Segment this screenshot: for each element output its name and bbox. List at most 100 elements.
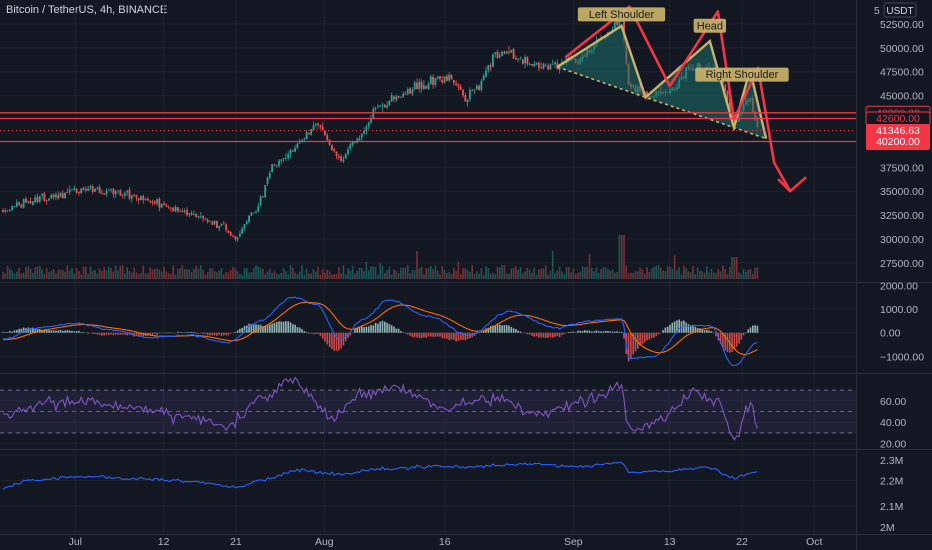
macd-histogram-bar xyxy=(683,320,685,333)
candle-body xyxy=(726,91,729,100)
volume-bar xyxy=(174,274,177,279)
candle-body xyxy=(91,186,94,193)
obv-tick-label: 2M xyxy=(880,522,895,534)
volume-bar xyxy=(367,270,370,279)
macd-histogram-bar xyxy=(29,328,32,333)
candle-body xyxy=(98,187,101,194)
volume-bar xyxy=(427,268,430,279)
volume-bar xyxy=(611,269,614,279)
candle xyxy=(222,221,225,225)
macd-histogram-bar xyxy=(623,332,625,339)
pattern-label: Head xyxy=(693,18,727,33)
price-tick-label: 27500.00 xyxy=(880,258,924,270)
candle xyxy=(326,133,329,142)
candle xyxy=(349,142,352,151)
macd-histogram-bar xyxy=(653,332,655,338)
candle-body xyxy=(197,216,200,217)
candle xyxy=(158,197,161,212)
candle xyxy=(232,233,234,237)
volume-bar xyxy=(646,267,648,279)
macd-histogram-bar xyxy=(241,327,243,333)
candle xyxy=(317,122,319,130)
macd-histogram-bar xyxy=(4,332,7,333)
volume-bar xyxy=(434,265,437,279)
volume-bar xyxy=(324,272,326,279)
macd-histogram-bar xyxy=(137,332,140,337)
volume-bar xyxy=(602,266,605,279)
macd-histogram-bar xyxy=(271,323,273,333)
candle xyxy=(280,158,283,165)
candle xyxy=(328,139,331,147)
macd-histogram-bar xyxy=(712,332,715,334)
volume-bar xyxy=(160,271,163,279)
candle xyxy=(128,187,131,201)
volume-bar xyxy=(183,269,186,279)
candle-body xyxy=(485,70,487,77)
candle xyxy=(473,88,476,94)
macd-histogram-bar xyxy=(733,332,736,350)
candle xyxy=(206,218,209,224)
candle xyxy=(478,84,480,91)
volume-bar xyxy=(301,265,303,279)
volume-bar xyxy=(393,269,395,279)
candle-body xyxy=(202,216,204,219)
candle-body xyxy=(533,63,536,67)
candle-body xyxy=(301,139,303,142)
price-tick-label: 30000.00 xyxy=(880,234,924,246)
candle xyxy=(149,200,152,204)
candle xyxy=(114,190,117,198)
macd-histogram-bar xyxy=(36,329,39,333)
candle xyxy=(84,186,87,193)
candle-body xyxy=(248,215,250,222)
volume-bar xyxy=(459,274,462,279)
volume-bar xyxy=(4,273,7,279)
candle-body xyxy=(236,237,239,240)
macd-histogram-bar xyxy=(448,332,450,341)
macd-histogram-bar xyxy=(614,331,616,333)
macd-histogram-bar xyxy=(512,328,515,333)
candle-body xyxy=(531,63,533,66)
candle-body xyxy=(227,230,230,233)
macd-histogram-bar xyxy=(66,330,69,333)
price-tick-label: 47500.00 xyxy=(880,67,924,79)
volume-bar xyxy=(243,267,246,279)
volume-bar xyxy=(540,268,542,279)
volume-bar xyxy=(482,274,485,279)
candle-body xyxy=(328,139,331,145)
volume-bar xyxy=(650,268,653,279)
candle xyxy=(6,210,9,212)
candle-body xyxy=(153,201,156,204)
volume-bar xyxy=(22,272,25,279)
macd-histogram-bar xyxy=(706,329,708,333)
volume-bar xyxy=(462,267,464,279)
candle-body xyxy=(82,187,85,190)
candle xyxy=(544,63,547,67)
candle xyxy=(367,121,370,130)
macd-histogram-bar xyxy=(18,328,20,333)
candle-body xyxy=(434,78,437,85)
volume-bar xyxy=(340,273,342,279)
candle-body xyxy=(232,235,234,237)
candle-body xyxy=(18,202,20,206)
volume-bar xyxy=(717,269,720,279)
volume-bar xyxy=(225,271,227,279)
macd-histogram-bar xyxy=(41,329,43,333)
volume-bar xyxy=(476,271,478,279)
volume-bar xyxy=(390,274,393,279)
candle-body xyxy=(480,80,483,90)
volume-bar xyxy=(683,265,685,279)
macd-histogram-bar xyxy=(112,332,115,336)
candle xyxy=(126,189,129,197)
candle-body xyxy=(303,139,306,141)
candle-body xyxy=(551,64,554,65)
volume-bar xyxy=(533,267,536,279)
candle-body xyxy=(464,95,467,102)
candle xyxy=(383,103,386,108)
candle xyxy=(457,82,460,91)
volume-bar xyxy=(508,273,510,279)
volume-bar xyxy=(363,271,365,279)
candle-body xyxy=(521,59,524,65)
candle-body xyxy=(140,195,142,201)
candle xyxy=(337,153,340,161)
